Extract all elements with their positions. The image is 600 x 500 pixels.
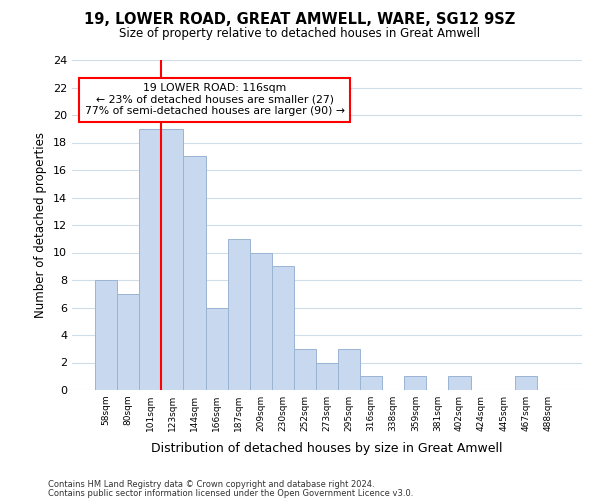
Bar: [206, 308, 227, 390]
Text: Contains HM Land Registry data © Crown copyright and database right 2024.: Contains HM Land Registry data © Crown c…: [48, 480, 374, 489]
Bar: [404, 376, 427, 390]
Bar: [250, 252, 272, 390]
Bar: [338, 349, 360, 390]
Bar: [227, 239, 250, 390]
Text: Size of property relative to detached houses in Great Amwell: Size of property relative to detached ho…: [119, 28, 481, 40]
Bar: [316, 362, 338, 390]
Y-axis label: Number of detached properties: Number of detached properties: [34, 132, 47, 318]
Text: Contains public sector information licensed under the Open Government Licence v3: Contains public sector information licen…: [48, 488, 413, 498]
Bar: [184, 156, 206, 390]
Bar: [139, 128, 161, 390]
Bar: [95, 280, 117, 390]
Bar: [515, 376, 537, 390]
Bar: [272, 266, 294, 390]
Bar: [294, 349, 316, 390]
Bar: [448, 376, 470, 390]
X-axis label: Distribution of detached houses by size in Great Amwell: Distribution of detached houses by size …: [151, 442, 503, 456]
Bar: [360, 376, 382, 390]
Bar: [161, 128, 184, 390]
Text: 19 LOWER ROAD: 116sqm
← 23% of detached houses are smaller (27)
77% of semi-deta: 19 LOWER ROAD: 116sqm ← 23% of detached …: [85, 83, 345, 116]
Text: 19, LOWER ROAD, GREAT AMWELL, WARE, SG12 9SZ: 19, LOWER ROAD, GREAT AMWELL, WARE, SG12…: [85, 12, 515, 28]
Bar: [117, 294, 139, 390]
